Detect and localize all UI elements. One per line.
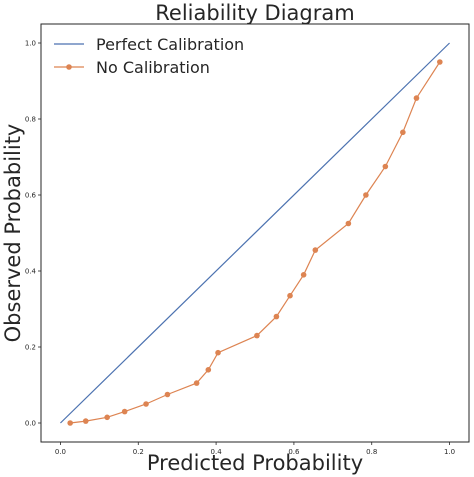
x-axis-label: Predicted Probability xyxy=(147,451,363,475)
x-tick-label: 1.0 xyxy=(444,448,455,456)
chart-title: Reliability Diagram xyxy=(155,1,354,25)
data-point xyxy=(312,247,319,253)
y-ticks: 0.0 0.2 0.4 0.6 0.8 1.0 xyxy=(25,40,41,428)
data-point xyxy=(121,408,128,415)
x-ticks: 0.0 0.2 0.4 0.6 0.8 1.0 xyxy=(55,442,455,456)
data-point xyxy=(273,313,280,320)
data-point xyxy=(300,272,307,278)
data-point xyxy=(345,220,352,227)
data-point xyxy=(400,129,406,136)
y-tick-label: 0.6 xyxy=(25,192,37,200)
series-line-1 xyxy=(70,61,441,424)
data-point xyxy=(82,418,89,424)
data-point xyxy=(215,349,221,356)
y-tick-label: 0.2 xyxy=(25,344,36,352)
data-point xyxy=(205,367,212,373)
y-tick-label: 1.0 xyxy=(25,40,36,48)
legend: Perfect Calibration No Calibration xyxy=(54,35,244,77)
data-point xyxy=(164,391,171,398)
x-tick-label: 0.2 xyxy=(133,448,144,456)
legend-swatch-marker xyxy=(66,64,72,70)
data-point xyxy=(437,59,443,65)
legend-label: No Calibration xyxy=(96,58,210,77)
data-point xyxy=(143,401,149,407)
data-point xyxy=(104,414,110,421)
plot-frame xyxy=(40,23,470,443)
data-point xyxy=(254,332,260,339)
data-point xyxy=(67,420,73,426)
data-point xyxy=(413,95,420,101)
x-tick-label: 0.8 xyxy=(366,448,377,456)
data-point xyxy=(287,292,293,299)
data-point xyxy=(193,380,200,386)
legend-label: Perfect Calibration xyxy=(96,35,244,54)
y-tick-label: 0.8 xyxy=(25,116,36,124)
x-tick-label: 0.4 xyxy=(211,448,223,456)
y-tick-label: 0.0 xyxy=(25,420,36,428)
y-axis-label: Observed Probability xyxy=(1,124,25,343)
series-line-0 xyxy=(60,42,450,424)
y-tick-label: 0.4 xyxy=(25,268,37,276)
data-point xyxy=(363,192,369,198)
x-tick-label: 0.6 xyxy=(288,448,300,456)
data-point xyxy=(382,163,389,170)
series-layer xyxy=(60,42,450,426)
x-tick-label: 0.0 xyxy=(55,448,66,456)
